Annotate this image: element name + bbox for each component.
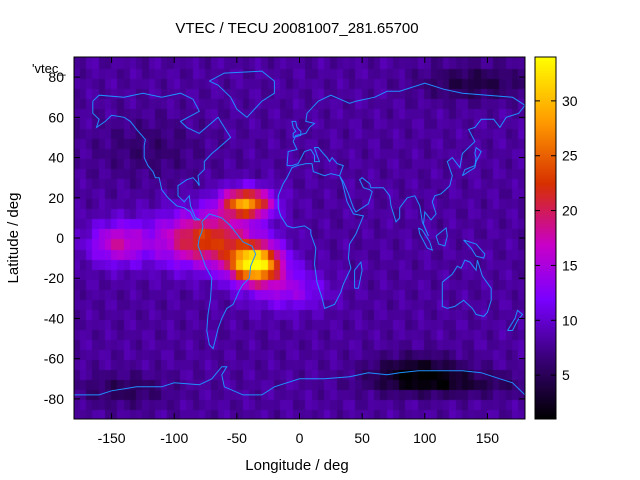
coastline-eurasia-africa: [277, 82, 525, 310]
colorbar-tick-label: 5: [562, 367, 570, 383]
colorbar-ticks: 5 10 15 20 25 30: [535, 93, 578, 383]
x-axis-ticks: -150 -100 -50 0 50 100 150: [98, 57, 500, 446]
chart-title: VTEC / TECU 20081007_281.65700: [175, 20, 418, 37]
y-tick-label: -40: [44, 310, 64, 326]
y-tick-label: 0: [56, 230, 64, 246]
coastline-greenland: [209, 70, 275, 118]
coastline-new-zealand: [507, 309, 524, 331]
coastline-antarctica: [74, 366, 525, 396]
x-tick-label: -50: [227, 430, 247, 446]
coastline-borneo: [435, 226, 448, 247]
colorbar-tick-label: 10: [562, 312, 578, 328]
y-tick-label: -60: [44, 351, 64, 367]
colorbar: [534, 56, 557, 420]
y-tick-label: 80: [48, 69, 64, 85]
legend-key-label: 'vtec_: [32, 61, 66, 76]
y-tick-label: -20: [44, 270, 64, 286]
x-tick-label: 100: [413, 430, 437, 446]
coastline-japan: [461, 146, 482, 177]
colorbar-tick-label: 25: [562, 148, 578, 164]
coastline-sumatra: [418, 227, 434, 251]
coastline-uk: [291, 120, 302, 138]
y-tick-label: 40: [48, 150, 64, 166]
x-tick-label: 0: [296, 430, 304, 446]
coastline-north-america: [92, 92, 232, 221]
x-tick-label: 150: [476, 430, 500, 446]
y-tick-label: 60: [48, 109, 64, 125]
coastlines: [74, 70, 525, 396]
y-tick-label: -80: [44, 391, 64, 407]
colorbar-tick-label: 15: [562, 257, 578, 273]
x-tick-label: -100: [160, 430, 188, 446]
colorbar-tick-label: 30: [562, 93, 578, 109]
colorbar-tick-label: 20: [562, 203, 578, 219]
x-axis-label: Longitude / deg: [245, 457, 348, 474]
y-axis-ticks: -80 -60 -40 -20 0 20 40 60 80: [44, 69, 525, 407]
x-tick-label: -150: [98, 430, 126, 446]
coastline-south-america: [197, 213, 257, 350]
y-axis-label: Latitude / deg: [5, 193, 22, 284]
coastline-new-guinea: [463, 239, 486, 259]
coastline-australia: [441, 259, 492, 317]
x-tick-label: 50: [354, 430, 370, 446]
coastline-madagascar: [354, 260, 363, 289]
heatmap-area: [74, 57, 525, 419]
y-tick-label: 20: [48, 190, 64, 206]
